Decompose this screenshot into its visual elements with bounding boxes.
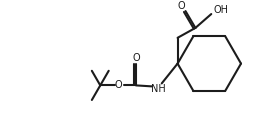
- Text: OH: OH: [214, 5, 229, 15]
- Text: O: O: [132, 53, 140, 63]
- Text: O: O: [114, 80, 122, 90]
- Text: O: O: [178, 1, 185, 11]
- Text: NH: NH: [151, 84, 166, 94]
